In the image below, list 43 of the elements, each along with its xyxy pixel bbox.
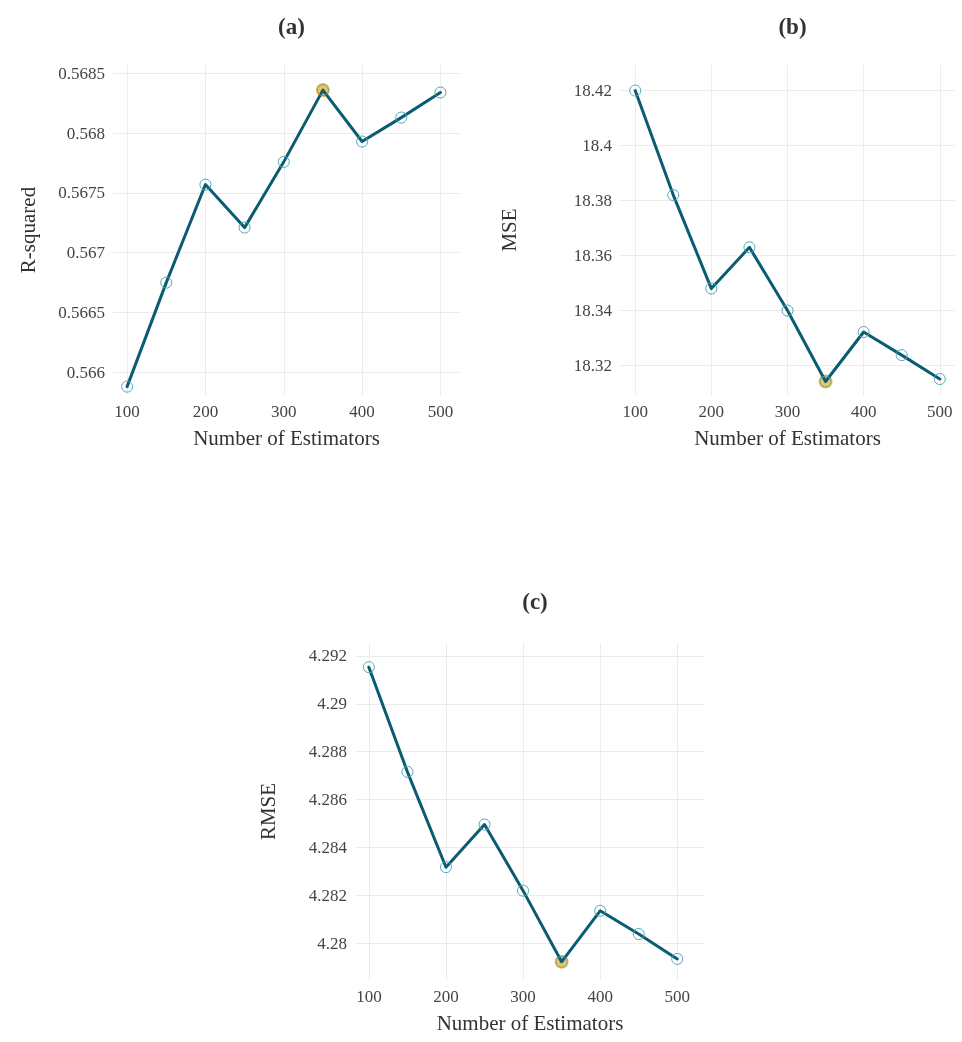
y-tick-label: 0.568 [66,123,105,143]
y-tick-label: 18.4 [582,136,613,156]
x-tick-label: 100 [356,987,382,1006]
y-tick-label: 18.42 [573,81,612,101]
x-tick-label: 200 [698,402,725,421]
y-axis-title: R-squared [15,186,40,274]
y-tick-label: 0.566 [66,362,105,382]
y-tick-label: 0.567 [66,243,106,263]
y-tick-label: 18.36 [573,246,612,266]
y-tick-label: 4.292 [308,646,347,666]
y-tick-label: 4.28 [317,933,347,953]
y-tick-label: 18.38 [573,191,612,211]
x-tick-label: 400 [349,402,375,421]
x-tick-label: 300 [271,402,297,421]
x-tick-label: 300 [774,402,801,421]
y-tick-label: 4.282 [308,885,347,905]
x-axis-title: Number of Estimators [436,1010,624,1035]
x-tick-label: 500 [927,402,953,421]
y-tick-label: 18.34 [573,301,613,321]
y-axis-title: MSE [496,208,521,252]
y-tick-label: 4.284 [308,838,348,858]
x-tick-label: 500 [427,402,454,421]
chart-title: (c) [522,589,548,614]
chart-title: (b) [778,14,807,39]
y-tick-label: 4.286 [308,790,347,810]
x-tick-label: 200 [433,987,459,1006]
x-tick-label: 200 [192,402,219,421]
y-axis-title: RMSE [255,782,280,841]
x-axis-title: Number of Estimators [694,425,881,450]
y-tick-label: 18.32 [573,356,612,376]
x-tick-label: 500 [664,987,690,1006]
x-tick-label: 400 [850,402,877,421]
y-tick-label: 0.5675 [58,183,105,203]
chart-title: (a) [278,14,305,39]
x-tick-label: 400 [587,987,613,1006]
y-tick-label: 0.5685 [58,63,105,83]
x-tick-label: 100 [114,402,140,421]
x-tick-label: 100 [622,402,648,421]
y-tick-label: 0.5665 [58,303,105,322]
y-tick-label: 4.288 [308,742,347,762]
x-axis-title: Number of Estimators [193,425,380,450]
y-tick-label: 4.29 [317,694,347,714]
x-tick-label: 300 [510,987,536,1006]
